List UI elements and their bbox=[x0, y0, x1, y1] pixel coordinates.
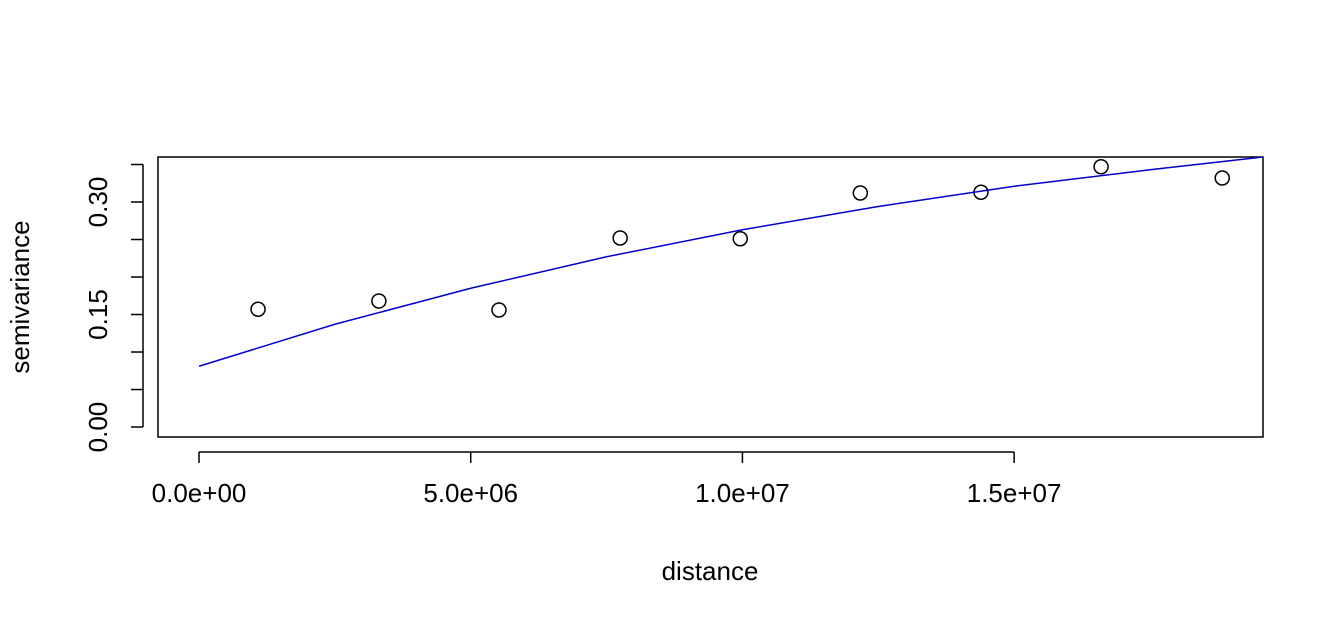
data-point bbox=[732, 231, 749, 247]
x-tick-label: 0.0e+00 bbox=[152, 478, 247, 508]
x-tick-label: 5.0e+06 bbox=[423, 478, 518, 508]
plot-frame bbox=[157, 156, 1264, 438]
x-tick-label: 1.5e+07 bbox=[967, 478, 1062, 508]
y-tick-label: 0.30 bbox=[83, 177, 113, 228]
data-point bbox=[491, 302, 507, 318]
model-line bbox=[198, 156, 1264, 367]
y-axis-label: semivariance bbox=[5, 220, 35, 373]
data-point bbox=[371, 293, 387, 309]
data-point bbox=[612, 230, 628, 246]
x-axis-label: distance bbox=[662, 556, 759, 586]
y-tick-label: 0.00 bbox=[83, 402, 113, 453]
data-point bbox=[1093, 159, 1109, 175]
data-point bbox=[250, 301, 266, 318]
data-point bbox=[1214, 170, 1230, 186]
data-point bbox=[852, 185, 869, 201]
y-tick-label: 0.15 bbox=[83, 289, 113, 340]
x-tick-label: 1.0e+07 bbox=[695, 478, 790, 508]
